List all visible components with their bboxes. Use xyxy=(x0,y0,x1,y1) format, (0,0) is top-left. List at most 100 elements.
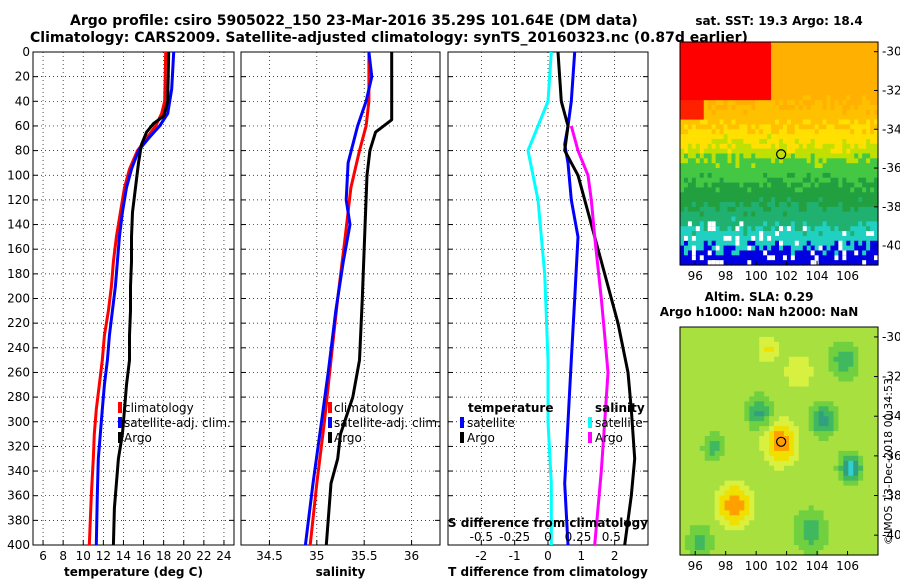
map-cell xyxy=(723,90,729,96)
map-cell xyxy=(755,105,760,111)
map-cell xyxy=(822,129,828,135)
map-cell xyxy=(838,411,844,417)
map-cell xyxy=(695,177,701,184)
map-cell xyxy=(754,455,760,462)
map-cell xyxy=(694,376,701,383)
map-cell xyxy=(866,124,871,130)
series-line-temperature-satellite xyxy=(563,51,580,546)
map-cell xyxy=(703,158,709,164)
map-cell xyxy=(739,129,744,135)
map-cell xyxy=(735,100,740,106)
map-cell xyxy=(754,441,760,447)
map-cell xyxy=(763,235,768,242)
map-cell xyxy=(843,401,849,407)
map-cell xyxy=(822,119,828,126)
map-cell xyxy=(794,148,800,155)
map-cell xyxy=(727,134,733,140)
map-cell xyxy=(719,460,726,467)
map-cell xyxy=(727,105,733,111)
map-cell xyxy=(843,366,849,373)
map-cell xyxy=(842,260,847,266)
map-cell xyxy=(709,480,716,487)
map-cell xyxy=(830,143,836,150)
map-cell xyxy=(727,177,733,184)
map-cell xyxy=(814,42,820,48)
map-cell xyxy=(749,421,755,427)
map-cell xyxy=(775,46,780,53)
map-cell xyxy=(828,361,835,368)
map-missing-cell xyxy=(759,235,764,241)
map-cell xyxy=(786,240,792,247)
map-cell xyxy=(814,201,820,208)
map-cell xyxy=(699,172,705,179)
map-cell xyxy=(838,255,843,261)
map-cell xyxy=(818,351,825,358)
map-cell xyxy=(714,376,721,383)
map-cell xyxy=(739,197,744,203)
map-cell xyxy=(723,95,729,101)
map-cell xyxy=(714,495,721,502)
map-cell xyxy=(694,450,701,457)
map-cell xyxy=(687,134,693,140)
map-missing-cell xyxy=(862,260,867,265)
map-cell xyxy=(699,515,706,521)
map-cell xyxy=(774,396,780,402)
map-cell xyxy=(843,470,849,477)
map-cell xyxy=(687,216,693,222)
map-cell xyxy=(806,90,812,96)
map-cell xyxy=(711,66,717,72)
map-cell xyxy=(863,356,869,363)
map-cell xyxy=(719,525,726,531)
map-cell xyxy=(806,260,812,266)
map-cell xyxy=(868,485,874,492)
map-cell xyxy=(691,206,697,213)
map-cell xyxy=(786,206,792,213)
map-cell xyxy=(759,515,765,521)
map-cell xyxy=(850,163,855,169)
map-cell xyxy=(724,535,731,541)
map-missing-cell xyxy=(735,240,740,246)
map-cell xyxy=(691,187,697,193)
map-cell xyxy=(838,445,844,452)
map-cell xyxy=(699,192,705,198)
map-cell xyxy=(763,143,768,150)
map-cell xyxy=(810,192,816,198)
map-cell xyxy=(689,480,696,487)
map-cell xyxy=(683,216,689,222)
map-cell xyxy=(846,148,851,155)
map-cell xyxy=(759,470,765,477)
map-cell xyxy=(848,510,854,516)
map-cell xyxy=(739,231,744,237)
map-cell xyxy=(798,85,804,92)
map-cell xyxy=(850,158,855,164)
map-cell xyxy=(786,235,792,242)
map-cell xyxy=(774,426,780,432)
map-cell xyxy=(786,177,792,184)
map-cell xyxy=(744,381,750,388)
map-cell xyxy=(729,500,736,507)
map-cell xyxy=(751,138,756,145)
map-cell xyxy=(743,124,748,130)
map-cell xyxy=(767,148,772,155)
map-cell xyxy=(846,90,851,96)
map-cell xyxy=(853,505,859,511)
map-cell xyxy=(769,505,775,511)
map-cell xyxy=(754,500,760,507)
map-cell xyxy=(790,134,796,140)
map-cell xyxy=(818,510,825,516)
map-cell xyxy=(694,336,701,343)
map-cell xyxy=(739,535,745,541)
map-cell xyxy=(743,114,748,121)
map-cell xyxy=(743,158,748,164)
map-cell xyxy=(763,95,768,101)
map-cell xyxy=(822,182,828,189)
map-cell xyxy=(863,490,869,497)
map-cell xyxy=(823,525,830,531)
map-cell xyxy=(834,197,839,203)
map-cell xyxy=(771,182,776,189)
map-cell xyxy=(823,540,830,546)
map-cell xyxy=(699,386,706,393)
map-cell xyxy=(822,197,828,203)
map-cell xyxy=(783,327,790,333)
map-cell xyxy=(775,51,780,58)
